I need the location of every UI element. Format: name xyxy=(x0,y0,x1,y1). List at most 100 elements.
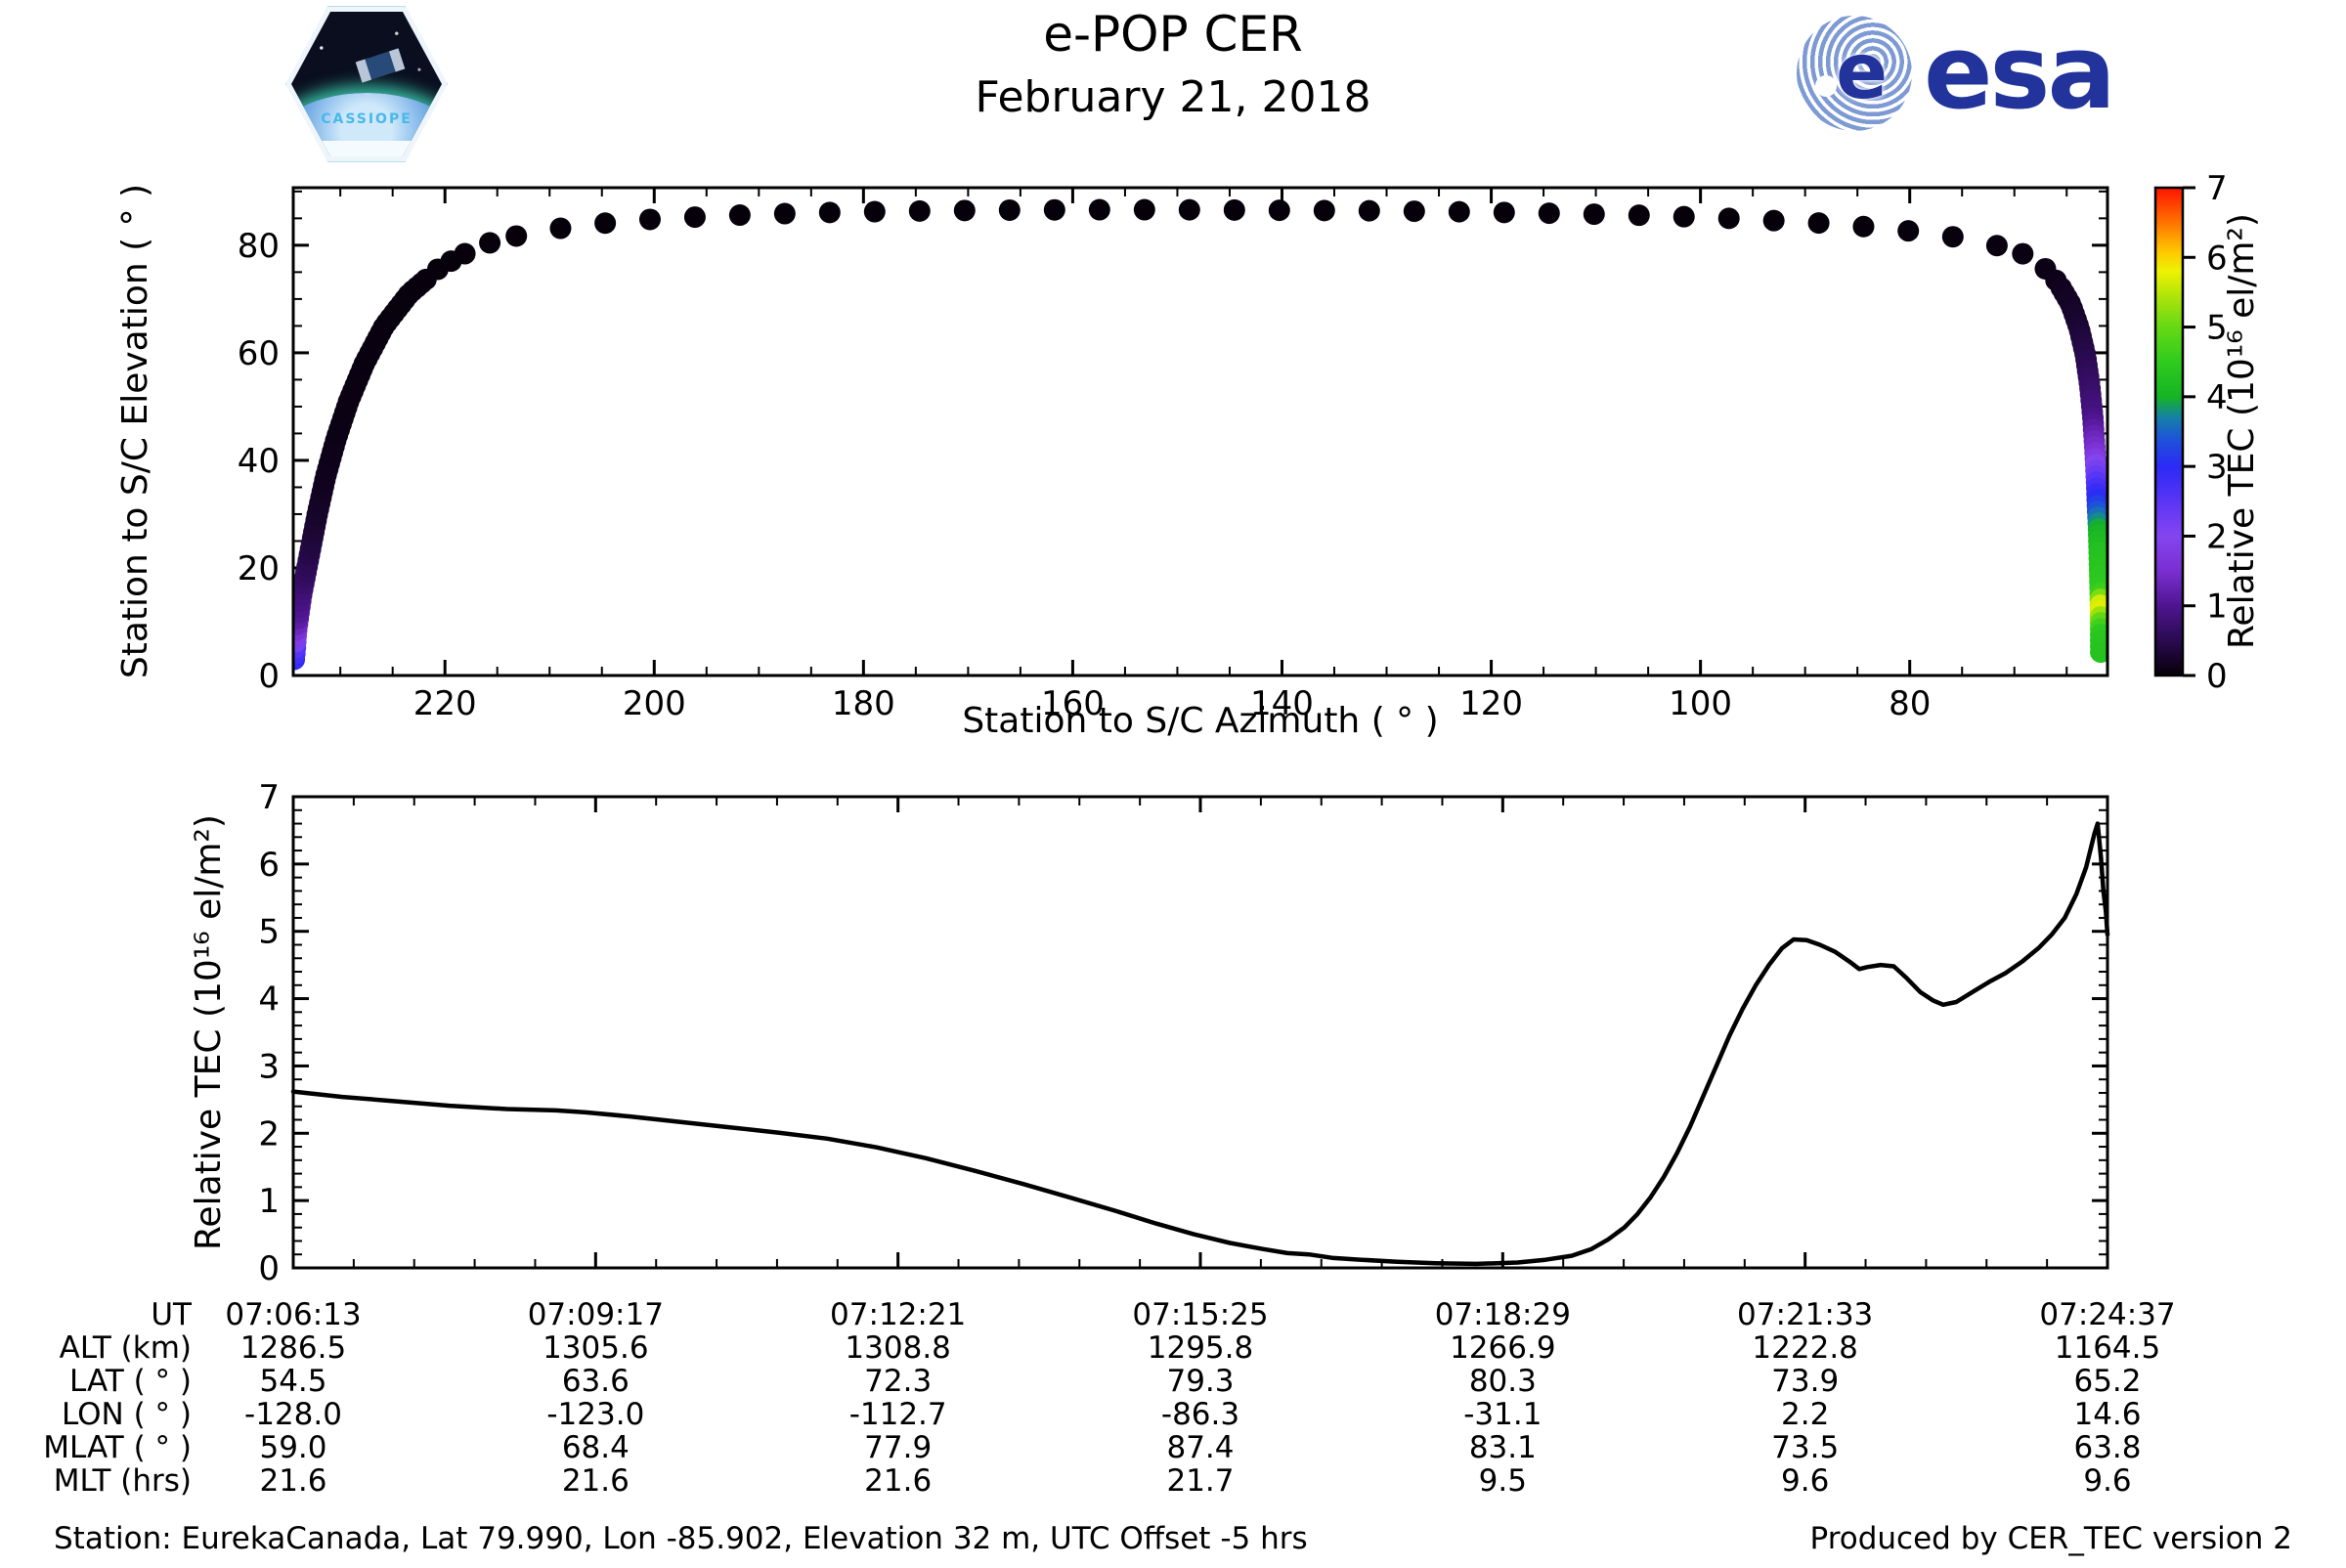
table-cell: 07:12:21 xyxy=(830,1297,966,1332)
esa-logo: e esa xyxy=(1797,16,2116,131)
plot2-y-tick-label: 5 xyxy=(258,913,280,952)
plot2-yaxis-label: Relative TEC (10¹⁶ el/m²) xyxy=(189,814,229,1250)
table-cell: 1164.5 xyxy=(2055,1330,2160,1366)
table-cell: 59.0 xyxy=(259,1430,326,1465)
pass-dot xyxy=(638,208,661,231)
esa-globe-dot xyxy=(1814,75,1837,98)
pass-dot xyxy=(1178,198,1200,221)
table-cell: 9.6 xyxy=(1781,1463,1829,1499)
pass-dot xyxy=(594,212,617,235)
table-cell: 63.8 xyxy=(2073,1430,2141,1465)
footer-produced-by: Produced by CER_TEC version 2 xyxy=(1810,1521,2292,1556)
table-cell: 9.5 xyxy=(1479,1463,1527,1499)
pass-dot xyxy=(1088,198,1110,221)
plot1-y-tick-label: 60 xyxy=(238,334,280,373)
table-row-label: MLAT ( ° ) xyxy=(43,1430,192,1465)
plot2-y-tick-label: 1 xyxy=(258,1182,280,1221)
pass-dot xyxy=(1538,202,1560,225)
table-cell: 80.3 xyxy=(1469,1364,1537,1399)
pass-dot xyxy=(953,199,976,222)
table-cell: 73.9 xyxy=(1771,1364,1839,1399)
plot1-x-tick-label: 80 xyxy=(1889,684,1931,723)
tec-curve xyxy=(290,821,2110,1267)
colorbar-tick-label: 6 xyxy=(2206,239,2228,278)
table-cell: -86.3 xyxy=(1161,1397,1239,1432)
pass-dot xyxy=(454,242,476,265)
table-cell: 83.1 xyxy=(1469,1430,1537,1465)
colorbar-tick-label: 0 xyxy=(2206,657,2228,696)
table-cell: -123.0 xyxy=(546,1397,644,1432)
table-row-label: MLT (hrs) xyxy=(54,1463,192,1499)
pass-dot xyxy=(1897,220,1920,242)
table-cell: 21.6 xyxy=(562,1463,630,1499)
pass-dot xyxy=(1403,200,1425,223)
plot1-x-tick-label: 100 xyxy=(1669,684,1732,723)
pass-dot xyxy=(773,202,796,225)
table-cell: 9.6 xyxy=(2083,1463,2131,1499)
table-cell: 1295.8 xyxy=(1148,1330,1253,1366)
pass-dot xyxy=(1985,235,2008,257)
pass-dot xyxy=(549,217,572,240)
plot1-xaxis-label: Station to S/C Azimuth ( ° ) xyxy=(962,701,1438,741)
table-cell: 68.4 xyxy=(562,1430,630,1465)
esa-globe-letter: e xyxy=(1836,27,1889,116)
table-cell: 63.6 xyxy=(562,1364,630,1399)
pass-dot xyxy=(1043,198,1065,221)
table-cell: -112.7 xyxy=(849,1397,947,1432)
pass-dot xyxy=(1583,203,1605,226)
plot1-yaxis-label: Station to S/C Elevation ( ° ) xyxy=(115,184,155,678)
table-cell: 77.9 xyxy=(864,1430,932,1465)
colorbar-tick-label: 2 xyxy=(2206,517,2228,556)
table-cell: 54.5 xyxy=(259,1364,326,1399)
page-title: e-POP CER xyxy=(1043,6,1303,63)
colorbar-tick-label: 3 xyxy=(2206,448,2228,487)
pass-dot xyxy=(1358,199,1380,222)
pass-dot xyxy=(1852,215,1875,238)
plot1-x-tick-label: 200 xyxy=(623,684,686,723)
pass-dot xyxy=(863,200,886,223)
plot1-x-tick-label: 140 xyxy=(1250,684,1314,723)
table-cell: 87.4 xyxy=(1166,1430,1234,1465)
pass-dot xyxy=(1313,199,1335,222)
table-cell: 14.6 xyxy=(2073,1397,2141,1432)
table-cell: 2.2 xyxy=(1781,1397,1829,1432)
plot1-x-tick-label: 220 xyxy=(413,684,477,723)
plot1-frame xyxy=(291,186,2109,677)
table-cell: 21.6 xyxy=(864,1463,932,1499)
colorbar-tick-label: 7 xyxy=(2206,169,2228,208)
table-cell: 1266.9 xyxy=(1450,1330,1555,1366)
pass-dot xyxy=(728,204,751,227)
plot2-y-tick-label: 3 xyxy=(258,1047,280,1086)
pass-dot xyxy=(2012,242,2034,265)
table-cell: -31.1 xyxy=(1463,1397,1542,1432)
page-date: February 21, 2018 xyxy=(975,72,1371,122)
plot2-y-tick-label: 6 xyxy=(258,846,280,885)
pass-dot xyxy=(998,198,1021,221)
plot1-y-tick-label: 40 xyxy=(238,442,280,481)
table-cell: 73.5 xyxy=(1771,1430,1839,1465)
table-cell: 07:06:13 xyxy=(225,1297,361,1332)
patch-bottom-band xyxy=(291,140,442,156)
colorbar-label: Relative TEC (10¹⁶ el/m²) xyxy=(2222,213,2262,649)
pass-dot xyxy=(1628,204,1650,227)
pass-dot xyxy=(1673,205,1695,228)
table-row-label: ALT (km) xyxy=(60,1330,192,1366)
table-cell: 72.3 xyxy=(864,1364,932,1399)
pass-dot xyxy=(1133,198,1155,221)
plot2-y-tick-label: 0 xyxy=(258,1249,280,1288)
table-cell: -128.0 xyxy=(244,1397,342,1432)
plot1-y-tick-label: 0 xyxy=(258,657,280,696)
plot1-y-tick-label: 20 xyxy=(238,549,280,588)
pass-dot xyxy=(1941,226,1964,248)
plot1-x-tick-label: 160 xyxy=(1041,684,1105,723)
table-cell: 1286.5 xyxy=(240,1330,346,1366)
pass-dot xyxy=(683,206,706,229)
plot1-x-tick-label: 180 xyxy=(832,684,895,723)
plot1-x-tick-label: 120 xyxy=(1459,684,1523,723)
pass-dot xyxy=(1223,198,1245,221)
footer-station-info: Station: EurekaCanada, Lat 79.990, Lon -… xyxy=(54,1521,1308,1556)
colorbar-tick-label: 4 xyxy=(2206,378,2228,417)
table-cell: 1222.8 xyxy=(1752,1330,1857,1366)
pass-dot xyxy=(1807,212,1830,235)
